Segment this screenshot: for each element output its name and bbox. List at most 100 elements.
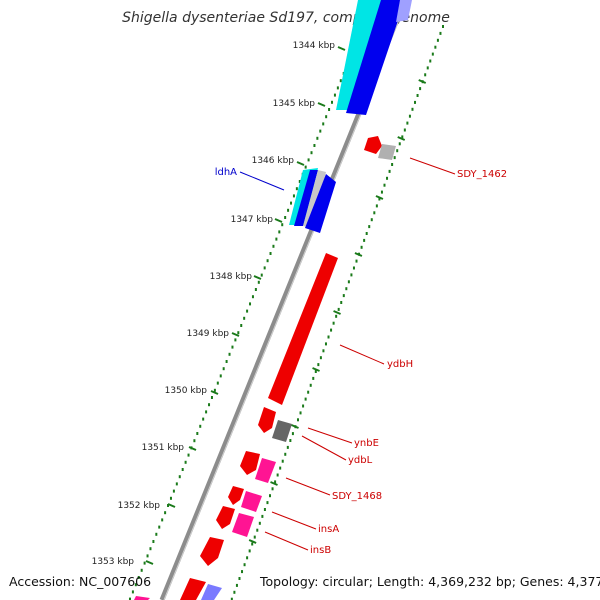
guide-dot [219, 374, 222, 378]
feature-cds-forward[interactable] [346, 0, 405, 115]
feature-cds-forward[interactable] [396, 0, 412, 22]
gene-label-insA[interactable]: insA [318, 524, 339, 535]
guide-dot [210, 396, 213, 399]
guide-dot [322, 122, 325, 126]
tick-mark [274, 218, 283, 223]
feature-grey[interactable] [303, 170, 326, 228]
guide-dot [263, 508, 266, 511]
feature-insA[interactable] [241, 491, 262, 512]
feature-red[interactable] [228, 486, 244, 505]
guide-dot [324, 342, 327, 346]
guide-dot [391, 163, 394, 166]
guide-dot [241, 570, 244, 574]
guide-dot [360, 245, 363, 249]
guide-dot [184, 460, 187, 464]
inner-tick-dashes [248, 79, 427, 544]
feature-rna[interactable] [336, 0, 382, 110]
guide-dot [228, 352, 231, 356]
guide-dot [149, 547, 152, 551]
guide-dot [383, 183, 386, 187]
guide-dot [278, 230, 281, 234]
tick-mark [145, 560, 154, 565]
guide-dot [205, 410, 208, 414]
guide-dot [313, 144, 316, 147]
guide-dot [237, 331, 240, 335]
tick-mark [317, 102, 326, 107]
guide-dot [350, 273, 353, 277]
guide-dot [363, 238, 366, 242]
guide-dot [378, 197, 381, 201]
feature-red[interactable] [216, 506, 235, 529]
guide-dot [328, 108, 331, 111]
gene-label-ldhA[interactable]: ldhA [215, 167, 237, 178]
guide-dot [340, 301, 343, 304]
inner-dash [354, 252, 363, 257]
feature-ydbL[interactable] [272, 420, 292, 442]
guide-dot [137, 576, 140, 579]
inner-dash [375, 195, 384, 200]
guide-dot [365, 232, 368, 235]
guide-dot [233, 590, 236, 594]
guide-dot [246, 556, 249, 560]
guide-dot [419, 87, 422, 91]
gene-label-SDY_1462[interactable]: SDY_1462 [457, 169, 507, 180]
feature-cds-forward[interactable] [305, 174, 336, 233]
feature-SDY_1462[interactable] [364, 136, 382, 154]
guide-dot [373, 211, 376, 215]
guide-dot [337, 307, 340, 311]
guide-dot [307, 390, 310, 394]
guide-dot [411, 107, 414, 111]
inner-dash [333, 310, 341, 315]
inner-dash [397, 136, 406, 141]
tick-mark [337, 46, 346, 51]
guide-dot [146, 554, 149, 558]
guide-dot [406, 121, 409, 125]
feature-cds-forward[interactable] [201, 584, 222, 600]
guide-dots [128, 0, 444, 600]
feature-red[interactable] [180, 578, 206, 600]
guide-dot [298, 180, 301, 183]
guide-dot [251, 295, 254, 299]
guide-dot [234, 338, 237, 342]
gene-label-ydbL[interactable]: ydbL [348, 455, 373, 466]
guide-dot [158, 525, 161, 529]
feature-ydbH[interactable] [268, 253, 338, 405]
gene-label-ynbE[interactable]: ynbE [354, 438, 379, 449]
guide-dot [193, 439, 196, 443]
guide-dot [286, 445, 289, 449]
guide-dot [152, 540, 155, 543]
guide-dot [393, 156, 396, 160]
guide-dot [307, 158, 310, 162]
guide-dot [314, 370, 317, 373]
inner-dash [248, 539, 257, 544]
guide-dot [128, 597, 131, 600]
guide-dot [134, 583, 137, 587]
inner-dash [312, 367, 320, 372]
guide-dot [263, 266, 266, 270]
guide-dot [310, 151, 313, 155]
guide-dot [299, 411, 302, 415]
guide-dot [208, 403, 211, 407]
guide-dot [289, 439, 292, 442]
guide-dot [249, 302, 252, 306]
gene-label-insB[interactable]: insB [310, 545, 331, 556]
feature-ldhA[interactable] [294, 170, 318, 226]
guide-dot [401, 135, 404, 139]
guide-dot [281, 223, 284, 227]
guide-dot [246, 309, 249, 313]
guide-dot [408, 114, 411, 118]
gene-label-ydbH[interactable]: ydbH [387, 359, 413, 370]
feature-red[interactable] [200, 537, 224, 566]
tick-label: 1353 kbp [92, 557, 135, 567]
feature-ynbE[interactable] [258, 407, 276, 433]
feature-SDY_1468[interactable] [255, 458, 276, 483]
feature-pink[interactable] [134, 596, 150, 600]
gene-label-SDY_1468[interactable]: SDY_1468 [332, 491, 382, 502]
inner-dash [418, 79, 427, 84]
feature-insB[interactable] [232, 513, 254, 537]
guide-dot [304, 397, 307, 401]
feature-SDY_1468-red[interactable] [240, 451, 260, 475]
feature-grey-small[interactable] [378, 144, 396, 160]
guide-dot [196, 432, 199, 435]
guide-dot [271, 487, 274, 491]
